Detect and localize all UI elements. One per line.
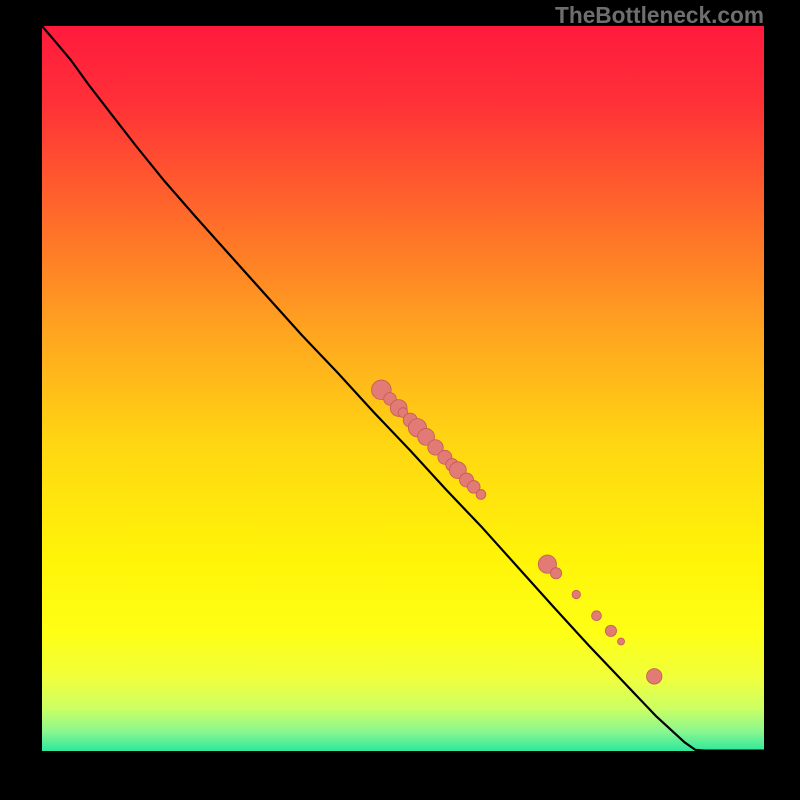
data-marker xyxy=(618,638,625,645)
data-marker xyxy=(572,590,580,598)
data-marker xyxy=(592,611,602,621)
figure-root: TheBottleneck.com xyxy=(0,0,800,800)
data-marker xyxy=(605,625,616,636)
data-marker xyxy=(550,568,561,579)
data-marker xyxy=(647,669,662,684)
chart-svg-overlay xyxy=(42,26,764,784)
data-marker xyxy=(476,490,486,500)
plot-area xyxy=(42,26,764,784)
curve-line xyxy=(42,26,764,751)
watermark-text: TheBottleneck.com xyxy=(555,2,764,29)
